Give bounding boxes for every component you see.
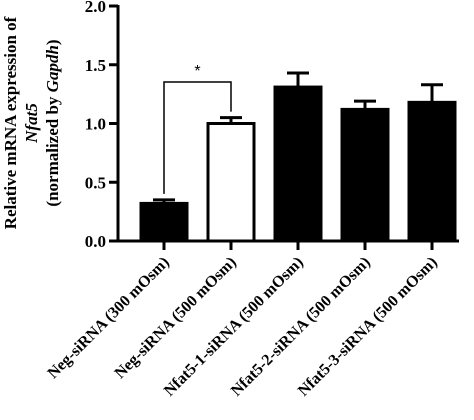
y-axis-label-line: Nfat5: [22, 103, 41, 144]
y-tick-label: 1.0: [85, 115, 106, 134]
y-axis-label-line: (normalized by Gapdh): [43, 39, 62, 206]
y-axis-label-segment: (normalized by: [43, 92, 62, 206]
y-axis-label-segment: ): [43, 39, 62, 45]
bar: [407, 100, 457, 243]
y-tick-label: 1.5: [85, 56, 106, 75]
bar: [139, 201, 189, 243]
x-category-label: Neg-siRNA (500 mOsm): [112, 254, 240, 382]
y-axis-label-italic-segment: Gapdh: [43, 45, 62, 92]
y-axis-label-line: Relative mRNA expression of: [1, 16, 20, 229]
y-tick-label: 2.0: [85, 0, 106, 16]
bar: [273, 85, 323, 243]
bar: [340, 107, 390, 243]
bar: [206, 122, 256, 243]
x-category-label: Neg-siRNA (300 mOsm): [45, 254, 173, 382]
y-tick-label: 0.0: [85, 232, 106, 251]
x-category-label: Nfat5-3-siRNA (500 mOsm): [295, 254, 441, 400]
significance-marker: *: [194, 63, 200, 80]
y-axis-label-segment: Relative mRNA expression of: [1, 16, 20, 229]
significance-bracket: [163, 81, 232, 194]
x-category-label: Nfat5-2-siRNA (500 mOsm): [228, 254, 374, 400]
y-axis-label-italic-segment: Nfat5: [22, 103, 41, 144]
x-category-label: Nfat5-1-siRNA (500 mOsm): [161, 254, 307, 400]
y-tick-label: 0.5: [85, 173, 106, 192]
